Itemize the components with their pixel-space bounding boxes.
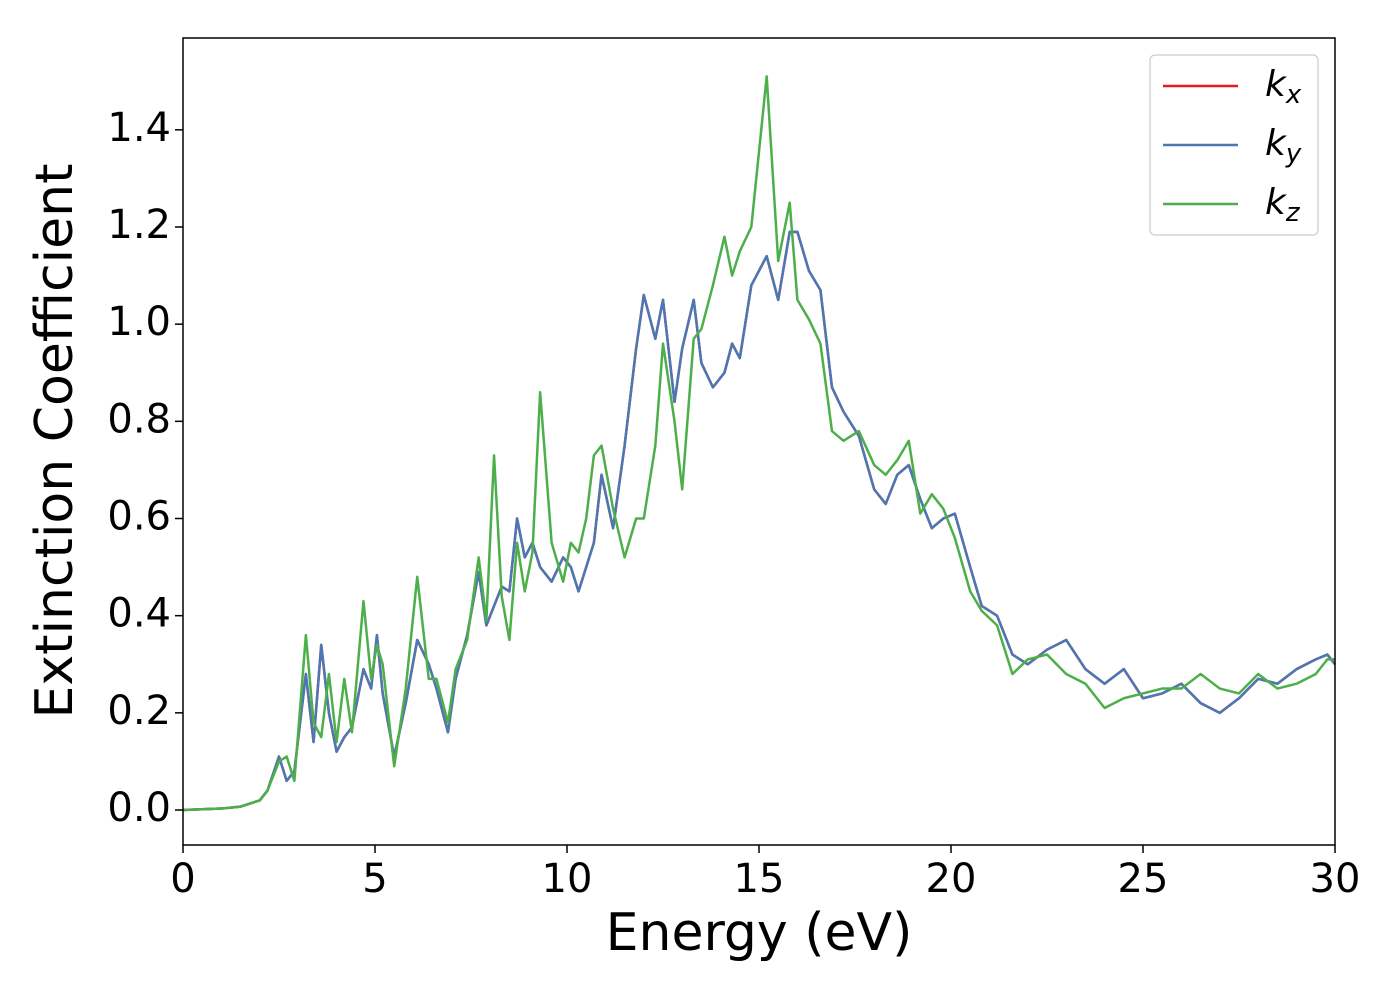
y-tick-label: 0.8 [107, 396, 171, 442]
legend-label: kz [1265, 182, 1301, 228]
x-axis-label: Energy (eV) [606, 903, 913, 963]
x-tick-label: 15 [734, 856, 785, 902]
y-tick-label: 0.0 [107, 785, 171, 831]
y-tick-label: 0.2 [107, 688, 171, 734]
y-tick-label: 0.4 [107, 591, 171, 637]
y-tick-label: 0.6 [107, 494, 171, 540]
x-tick-label: 5 [362, 856, 387, 902]
y-tick-label: 1.0 [107, 299, 171, 345]
plot-frame [182, 37, 1336, 846]
x-tick-label: 25 [1118, 856, 1169, 902]
y-tick-label: 1.2 [107, 202, 171, 248]
line-series [182, 75, 1335, 812]
legend-label: ky [1265, 123, 1302, 169]
y-axis-label: Extinction Coefficient [25, 164, 85, 719]
x-tick-label: 10 [542, 856, 593, 902]
x-tick-label: 20 [926, 856, 977, 902]
y-tick-label: 1.4 [107, 105, 171, 151]
x-tick-label: 0 [170, 856, 195, 902]
legend-label: kx [1265, 64, 1302, 110]
x-tick-label: 30 [1310, 856, 1361, 902]
line-series [182, 230, 1336, 812]
